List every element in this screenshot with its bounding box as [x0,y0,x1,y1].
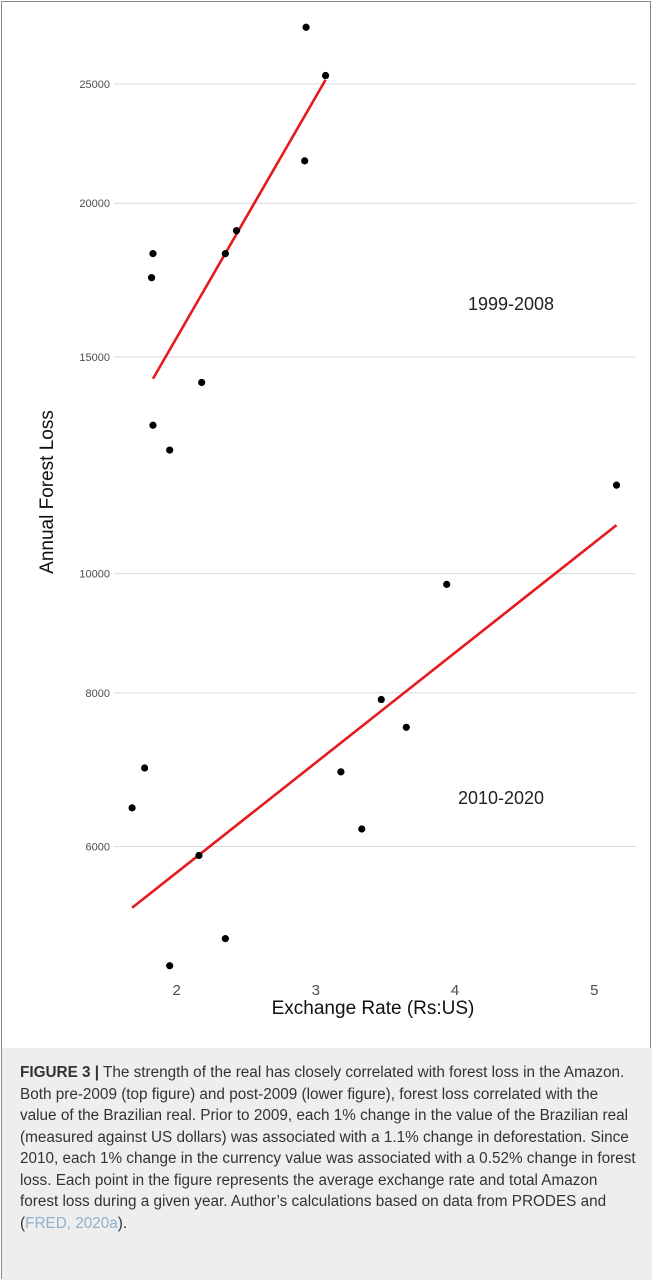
scatter-plot: 6000 8000 10000 15000 20000 25000 2 3 4 5 1999-2… [37,23,636,1019]
y-tick-label: 8000 [86,688,110,700]
x-tick-label: 4 [451,982,459,999]
data-point [149,421,157,429]
data-point [221,935,229,943]
figure-caption: FIGURE 3 | The strength of the real has … [2,1048,652,1280]
x-axis-ticks: 2 3 4 5 [172,982,598,999]
data-point [337,768,345,776]
data-point [221,250,229,258]
fit-line-2010-2020 [131,524,618,909]
caption-text-end: ). [117,1214,128,1232]
data-point [301,157,309,165]
x-tick-label: 5 [590,982,598,999]
data-point [195,851,203,860]
x-tick-label: 3 [312,982,320,999]
series-label-2010-2020: 2010-2020 [458,788,544,808]
caption-label: FIGURE 3 | [20,1064,100,1081]
caption-citation-link[interactable]: FRED, 2020a [25,1214,118,1232]
data-point [141,764,149,772]
series-label-1999-2008: 1999-2008 [468,294,554,314]
data-point [321,71,330,80]
data-point [128,804,136,812]
y-axis-title: Annual Forest Loss [37,410,58,574]
caption-text: The strength of the real has closely cor… [20,1064,636,1232]
regression-lines [131,79,618,909]
data-point [443,580,451,588]
y-tick-label: 10000 [79,569,110,581]
y-tick-label: 25000 [79,79,110,91]
x-axis-title: Exchange Rate (Rs:US) [272,998,475,1019]
data-point [166,446,174,454]
data-point [166,962,174,970]
data-point [149,250,157,258]
data-point [302,23,310,31]
y-axis-ticks: 6000 8000 10000 15000 20000 25000 [79,79,110,854]
data-point [198,378,206,387]
data-point [358,825,366,833]
y-tick-label: 20000 [79,198,110,210]
data-point [402,723,410,731]
x-tick-label: 2 [172,982,180,999]
data-point [377,695,385,704]
data-points [128,23,621,970]
y-tick-label: 15000 [79,352,110,364]
gridlines [114,83,636,848]
y-tick-label: 6000 [86,842,110,854]
data-point [147,274,156,282]
data-point [612,481,621,489]
data-point [232,227,241,235]
